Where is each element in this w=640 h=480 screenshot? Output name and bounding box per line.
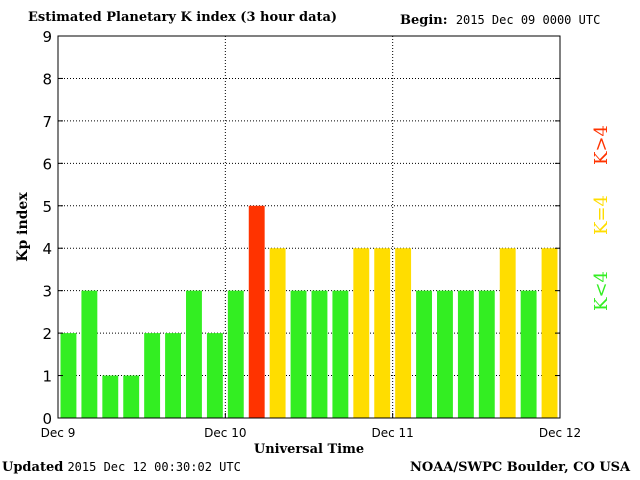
y-tick-label: 4 (42, 240, 52, 258)
x-tick-label: Dec 12 (539, 426, 581, 440)
y-tick-label: 8 (42, 70, 52, 88)
legend-equal: K=4 (591, 195, 612, 235)
x-tick-label: Dec 11 (372, 426, 414, 440)
y-tick-label: 2 (42, 325, 52, 343)
begin-value: 2015 Dec 09 0000 UTC (455, 13, 601, 27)
kp-bar (81, 290, 98, 418)
kp-bar (374, 248, 391, 418)
kp-bar (144, 333, 161, 418)
kp-bar (269, 248, 286, 418)
updated-value: 2015 Dec 12 00:30:02 UTC (67, 460, 241, 474)
y-tick-label: 7 (42, 113, 52, 131)
y-tick-label: 6 (42, 155, 52, 173)
begin-label: Begin: (400, 13, 448, 28)
updated-info: Updated 2015 Dec 12 00:30:02 UTC (2, 460, 241, 475)
updated-label: Updated (2, 460, 64, 475)
credit-text: NOAA/SWPC Boulder, CO USA (410, 460, 631, 475)
begin-info: Begin: 2015 Dec 09 0000 UTC (400, 13, 600, 28)
kp-bar (416, 290, 432, 418)
kp-bar (395, 248, 412, 418)
x-tick-label: Dec 9 (41, 426, 76, 440)
y-tick-label: 5 (42, 198, 52, 216)
kp-bar (123, 375, 140, 418)
legend-high: K>4 (591, 125, 612, 165)
chart-title: Estimated Planetary K index (3 hour data… (28, 10, 338, 25)
plot-frame (57, 35, 561, 419)
y-axis-label: Kp index (15, 192, 31, 262)
kp-bar (102, 375, 119, 418)
bars (60, 205, 558, 418)
legend-low: K<4 (591, 271, 612, 311)
kp-bar (478, 290, 495, 418)
kp-bar (290, 290, 307, 418)
y-tick-label: 3 (42, 283, 52, 301)
kp-bar (311, 290, 328, 418)
kp-bar (165, 333, 181, 418)
kp-bar (186, 290, 202, 418)
grid-lines (58, 36, 560, 418)
y-tick-label: 0 (42, 410, 52, 428)
kp-bar (227, 290, 244, 418)
kp-bar (248, 205, 265, 418)
kp-bar (206, 333, 223, 418)
kp-bar (457, 290, 474, 418)
kp-bar (353, 248, 370, 418)
kp-bar (541, 248, 558, 418)
kp-bar (332, 290, 349, 418)
x-ticks: Dec 9 Dec 10 Dec 11 Dec 12 (41, 413, 581, 440)
kp-bar (520, 290, 537, 418)
x-tick-label: Dec 10 (204, 426, 246, 440)
kp-bar (437, 290, 453, 418)
kp-bar (499, 248, 516, 418)
kp-bar (60, 333, 77, 418)
x-axis-label: Universal Time (254, 442, 364, 457)
y-ticks: 0 1 2 3 4 5 6 7 8 9 (42, 28, 560, 428)
y-tick-label: 9 (42, 28, 52, 46)
y-tick-label: 1 (42, 368, 52, 386)
